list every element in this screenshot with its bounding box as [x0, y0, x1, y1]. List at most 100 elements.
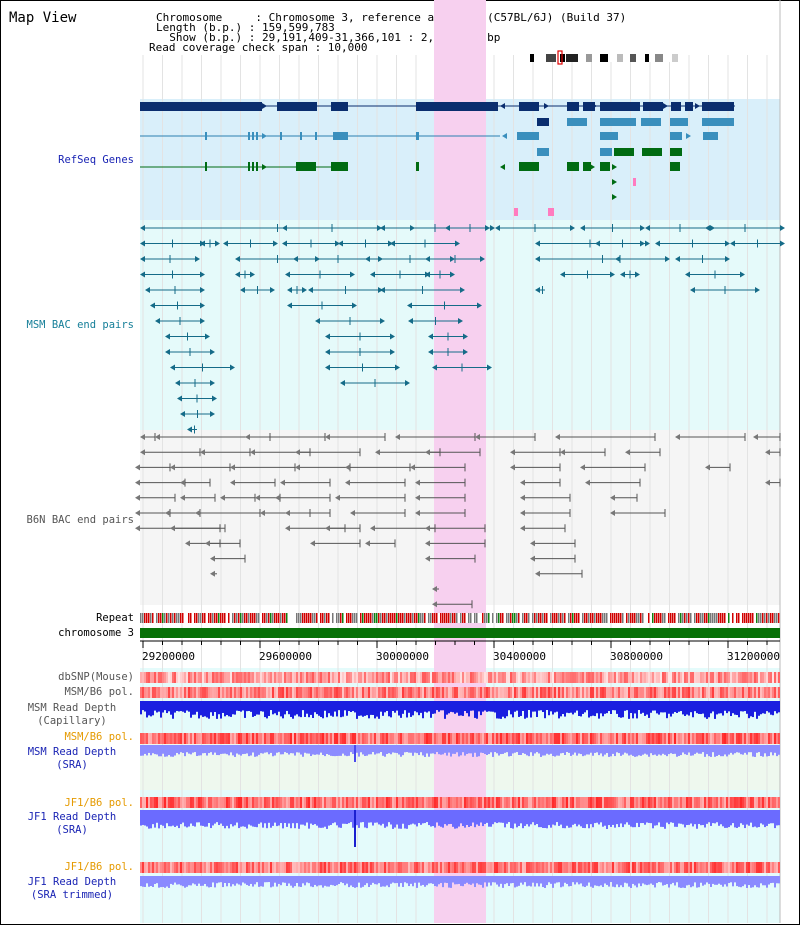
jf1-b6-pol-2-heat-cell	[158, 862, 160, 873]
jf1-b6-pol-2-heat-cell	[224, 862, 226, 873]
dbsnp-heat-cell	[346, 672, 348, 683]
msm-b6-pol-2-heat-cell	[220, 733, 222, 744]
jf1-trimmed-depth-bar	[490, 876, 492, 886]
repeat-element	[682, 613, 684, 623]
msm-capillary-depth-bar	[694, 701, 696, 712]
jf1-sra-depth-bar	[248, 810, 250, 825]
jf1-sra-depth-bar	[218, 810, 220, 826]
jf1-sra-depth-bar	[680, 810, 682, 824]
dbsnp-heat-cell	[614, 672, 616, 683]
jf1-b6-pol-2-heat-cell	[312, 862, 314, 873]
msm-b6-pol-heat-cell	[198, 687, 200, 698]
msm-b6-pol-2-heat-cell	[656, 733, 658, 744]
msm-b6-pol-heat-cell	[632, 687, 634, 698]
jf1-trimmed-depth-bar	[570, 876, 572, 887]
msm-sra-depth-bar	[248, 745, 250, 757]
repeat-element	[538, 613, 540, 623]
dbsnp-heat-cell	[408, 672, 410, 683]
dbsnp-heat-cell	[482, 672, 484, 683]
jf1-b6-pol-heat-cell	[508, 797, 510, 808]
jf1-b6-pol-2-heat-cell	[536, 862, 538, 873]
msm-b6-pol-2-heat-cell	[562, 733, 564, 744]
msm-capillary-depth-bar	[500, 701, 502, 719]
msm-sra-depth-bar	[590, 745, 592, 753]
dbsnp-heat-cell	[298, 672, 300, 683]
b6n-bac-end-marker	[520, 479, 525, 486]
msm-sra-depth-bar	[312, 745, 314, 755]
repeat-element	[506, 613, 508, 623]
msm-b6-pol-2-heat-cell	[296, 733, 298, 744]
jf1-b6-pol-heat-cell	[284, 797, 286, 808]
jf1-trimmed-depth-bar	[726, 876, 728, 887]
msm-b6-pol-2-heat-cell	[336, 733, 338, 744]
jf1-b6-pol-2-heat-cell	[594, 862, 596, 873]
msm-capillary-depth-bar	[640, 701, 642, 714]
msm-capillary-depth-bar	[632, 701, 634, 719]
dbsnp-heat-cell	[612, 672, 614, 683]
dbsnp-heat-cell	[566, 672, 568, 683]
msm-capillary-depth-bar	[518, 701, 520, 717]
jf1-b6-pol-heat-cell	[188, 797, 190, 808]
msm-b6-pol-2-heat-cell	[462, 733, 464, 744]
jf1-trimmed-depth-bar	[266, 876, 268, 883]
jf1-sra-depth-bar	[778, 810, 780, 826]
jf1-b6-pol-2-heat-cell	[640, 862, 642, 873]
jf1-sra-depth-bar	[668, 810, 670, 825]
msm-b6-pol-heat-cell	[686, 687, 688, 698]
dbsnp-heat-cell	[310, 672, 312, 683]
msm-sra-depth-bar	[326, 745, 328, 754]
jf1-b6-pol-heat-cell	[168, 797, 170, 808]
jf1-sra-depth-bar	[730, 810, 732, 826]
dbsnp-heat-cell	[470, 672, 472, 683]
jf1-sra-depth-bar	[532, 810, 534, 823]
jf1-sra-depth-bar	[386, 810, 388, 827]
jf1-sra-depth-bar	[410, 810, 412, 825]
jf1-b6-pol-heat-cell	[394, 797, 396, 808]
jf1-b6-pol-2-heat-cell	[378, 862, 380, 873]
jf1-b6-pol-heat-cell	[218, 797, 220, 808]
jf1-b6-pol-heat-cell	[364, 797, 366, 808]
jf1-trimmed-depth-bar	[204, 876, 206, 884]
msm-b6-pol-heat-cell	[594, 687, 596, 698]
jf1-trimmed-depth-bar	[220, 876, 222, 883]
msm-capillary-depth-bar	[258, 701, 260, 715]
jf1-trimmed-depth-bar	[384, 876, 386, 887]
repeat-element	[410, 613, 412, 623]
jf1-b6-pol-2-heat-cell	[622, 862, 624, 873]
jf1-b6-pol-heat-cell	[302, 797, 304, 808]
jf1-b6-pol-2-heat-cell	[750, 862, 752, 873]
msm-bac-end-marker	[150, 302, 155, 309]
repeat-element	[488, 613, 490, 623]
msm-b6-pol-heat-cell	[668, 687, 670, 698]
msm-b6-pol-2-heat-cell	[582, 733, 584, 744]
msm-b6-pol-2-heat-cell	[180, 733, 182, 744]
msm-b6-pol-heat-cell	[566, 687, 568, 698]
msm-b6-pol-heat-cell	[372, 687, 374, 698]
msm-b6-pol-heat-cell	[492, 687, 494, 698]
msm-capillary-depth-bar	[534, 701, 536, 712]
msm-b6-pol-heat-cell	[604, 687, 606, 698]
dbsnp-heat-cell	[268, 672, 270, 683]
jf1-b6-pol-heat-cell	[444, 797, 446, 808]
msm-capillary-depth-bar	[738, 701, 740, 718]
jf1-b6-pol-heat-cell	[246, 797, 248, 808]
dbsnp-heat-cell	[300, 672, 302, 683]
jf1-b6-pol-heat-cell	[416, 797, 418, 808]
msm-bac-end-marker	[377, 225, 382, 231]
msm-capillary-depth-bar	[302, 701, 304, 711]
jf1-b6-pol-2-heat-cell	[170, 862, 172, 873]
jf1-b6-pol-2-heat-cell	[626, 862, 628, 873]
dbsnp-heat-cell	[378, 672, 380, 683]
msm-b6-pol-2-heat-cell	[748, 733, 750, 744]
msm-b6-pol-2-heat-cell	[238, 733, 240, 744]
repeat-element	[654, 613, 656, 623]
repeat-element	[474, 613, 476, 623]
b6n-bac-end-marker	[335, 494, 340, 501]
dbsnp-heat-cell	[414, 672, 416, 683]
msm-capillary-depth-bar	[140, 701, 142, 715]
msm-sra-depth-bar	[508, 745, 510, 757]
msm-sra-depth-bar	[192, 745, 194, 753]
msm-sra-depth-bar	[386, 745, 388, 754]
msm-b6-pol-heat-cell	[214, 687, 216, 698]
